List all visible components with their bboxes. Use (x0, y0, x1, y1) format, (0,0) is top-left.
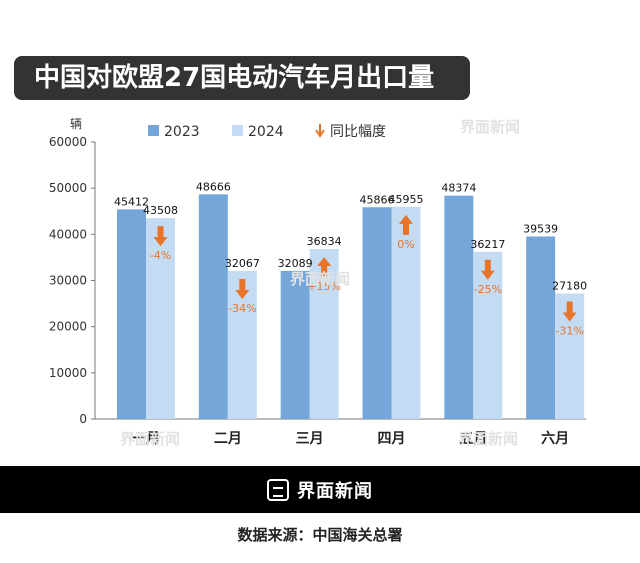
yoy-up-arrow-icon (317, 256, 332, 277)
bar-2023-3 (280, 270, 310, 419)
y-tick-label: 40000 (49, 227, 87, 241)
data-label-2023-4: 45866 (360, 193, 395, 206)
data-source: 数据来源：中国海关总署 (237, 526, 403, 544)
y-tick-label: 20000 (49, 320, 87, 334)
yoy-label: -25% (474, 283, 502, 296)
legend-swatch-2023 (148, 125, 159, 136)
footer-brand-bar: 界面新闻 (0, 466, 640, 513)
yoy-down-arrow-icon (153, 226, 168, 247)
yoy-label: -31% (555, 325, 583, 338)
x-tick-label: 五月 (459, 431, 487, 447)
data-label-2023-1: 45412 (114, 195, 149, 208)
legend-label-2024: 2024 (248, 124, 284, 140)
brand-name: 界面新闻 (297, 480, 373, 502)
yoy-down-arrow-icon (480, 259, 495, 280)
bar-2023-6 (526, 236, 556, 419)
data-label-2023-3: 32089 (278, 257, 313, 270)
x-tick-label: 三月 (296, 431, 324, 447)
x-tick-label: 六月 (541, 430, 569, 447)
legend-arrow-icon (315, 124, 325, 138)
yoy-up-arrow-icon (399, 214, 413, 235)
x-tick-label: 二月 (214, 431, 242, 447)
data-label-2024-5: 36217 (470, 238, 505, 251)
y-tick-label: 10000 (49, 366, 87, 380)
bar-2024-3 (309, 248, 339, 419)
y-tick-label: 50000 (49, 181, 87, 195)
data-label-2024-4: 45955 (389, 193, 424, 206)
watermark: 界面新闻 (460, 118, 521, 136)
x-tick-label: 一月 (132, 431, 160, 447)
legend-swatch-2024 (232, 125, 243, 136)
data-label-2023-2: 48666 (196, 180, 231, 193)
bar-chart: 0 10000 20000 30000 40000 50000 60000 辆 2023 202… (49, 117, 587, 447)
yoy-down-arrow-icon (562, 301, 577, 322)
data-label-2024-6: 27180 (552, 280, 587, 293)
y-tick-label: 60000 (49, 135, 87, 149)
yoy-label: +15% (307, 280, 341, 293)
yoy-down-arrow-icon (235, 278, 250, 299)
data-label-2024-3: 36834 (307, 235, 342, 248)
legend-label-2023: 2023 (164, 124, 200, 140)
bar-2023-2 (198, 194, 228, 419)
data-label-2024-2: 32067 (225, 257, 260, 270)
x-tick-label: 四月 (378, 431, 406, 447)
watermark: 界面新闻 (120, 430, 181, 448)
y-axis-label: 辆 (70, 117, 82, 131)
yoy-label: -4% (150, 249, 171, 262)
bar-2024-4 (391, 206, 421, 419)
bar-2023-4 (362, 207, 392, 419)
watermark: 界面新闻 (458, 430, 519, 448)
chart-title: 中国对欧盟27国电动汽车月出口量 (14, 56, 470, 100)
legend-label-yoy: 同比幅度 (330, 124, 386, 140)
y-tick-label: 30000 (49, 274, 87, 288)
data-label-2024-1: 43508 (143, 204, 178, 217)
brand-logo-icon (267, 478, 289, 501)
watermark: 界面新闻 (290, 270, 351, 288)
bar-2023-5 (444, 195, 474, 419)
bar-2024-1 (146, 218, 175, 419)
yoy-label: -34% (228, 302, 256, 315)
data-label-2023-5: 48374 (441, 182, 476, 195)
bar-2023-1 (117, 209, 146, 419)
yoy-label: 0% (397, 238, 414, 251)
data-label-2023-6: 39539 (523, 222, 558, 235)
y-tick-label: 0 (79, 412, 87, 426)
